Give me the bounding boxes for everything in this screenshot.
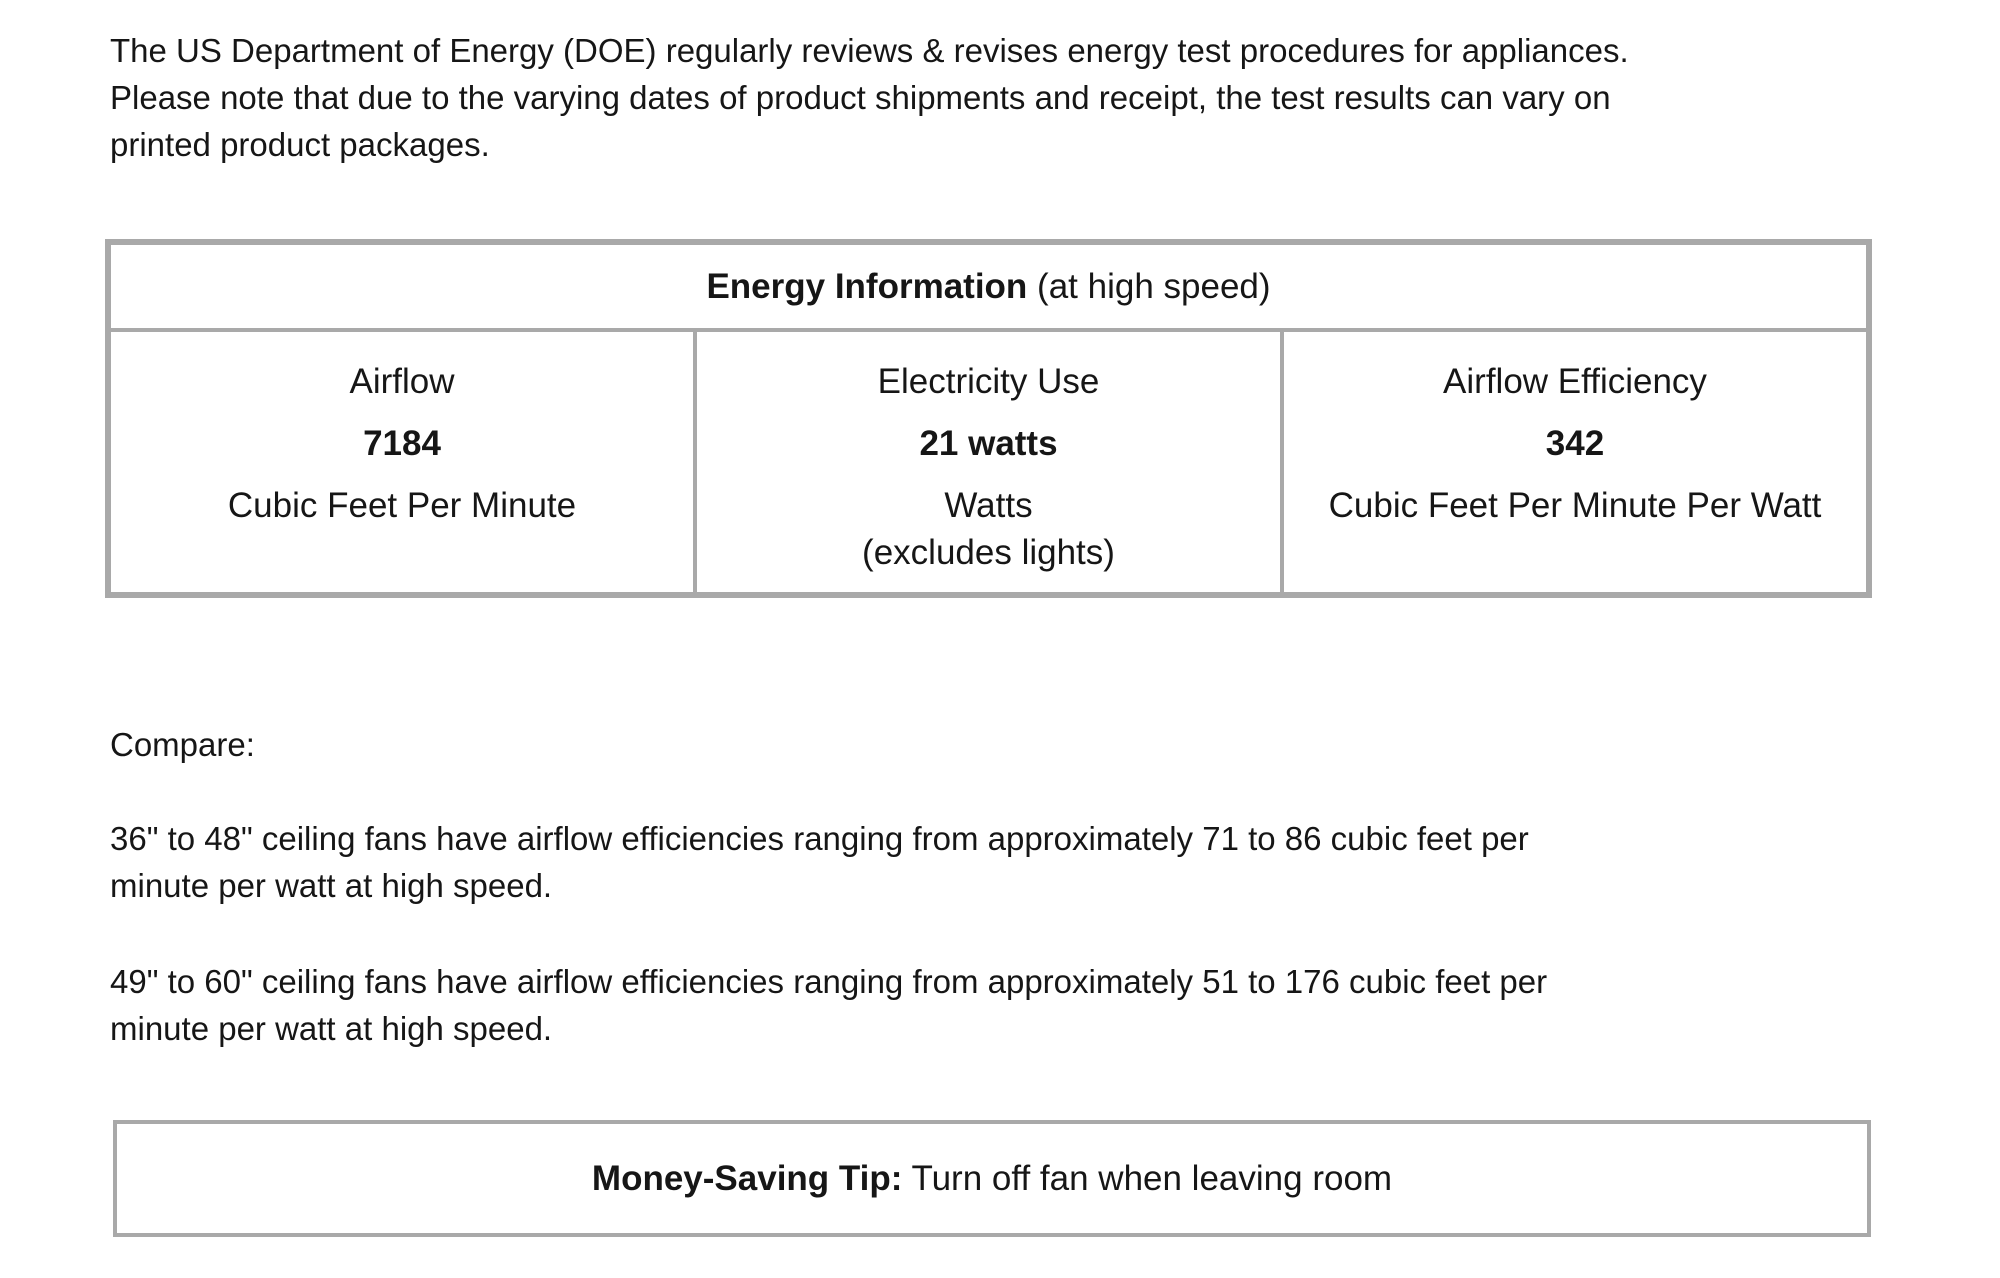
electricity-use-unit: Watts (excludes lights): [862, 486, 1115, 572]
compare-large-fans-paragraph: 49" to 60" ceiling fans have airflow eff…: [110, 963, 1548, 1047]
money-saving-tip-message: Turn off fan when leaving room: [902, 1158, 1393, 1198]
airflow-label: Airflow: [349, 362, 455, 401]
table-metrics-row: Airflow 7184 Cubic Feet Per Minute Elect…: [106, 328, 1871, 597]
airflow-unit: Cubic Feet Per Minute: [227, 486, 577, 525]
compare-small-fans-paragraph: 36" to 48" ceiling fans have airflow eff…: [110, 820, 1529, 904]
electricity-use-label: Electricity Use: [877, 362, 1100, 401]
electricity-use-value: 21 watts: [919, 424, 1058, 463]
compare-heading: Compare:: [110, 726, 255, 763]
airflow-efficiency-unit: Cubic Feet Per Minute Per Watt: [1328, 486, 1822, 525]
compare-large-fans-section: 49" to 60" ceiling fans have airflow eff…: [110, 911, 1870, 1099]
airflow-efficiency-label: Airflow Efficiency: [1443, 362, 1707, 401]
airflow-efficiency-cell: Airflow Efficiency 342 Cubic Feet Per Mi…: [1280, 328, 1871, 597]
airflow-cell: Airflow 7184 Cubic Feet Per Minute: [106, 328, 697, 597]
airflow-efficiency-value: 342: [1545, 424, 1605, 463]
table-title-row: Energy Information (at high speed): [106, 240, 1871, 332]
airflow-value: 7184: [363, 424, 441, 463]
energy-information-title: Energy Information: [706, 266, 1028, 306]
money-saving-tip-label: Money-Saving Tip:: [591, 1158, 903, 1198]
doe-notice-paragraph: The US Department of Energy (DOE) regula…: [110, 32, 1629, 163]
energy-information-table: Energy Information (at high speed) Airfl…: [105, 239, 1872, 598]
energy-information-subtitle: (at high speed): [1027, 266, 1271, 306]
money-saving-tip-text: Money-Saving Tip: Turn off fan when leav…: [592, 1159, 1392, 1199]
table-title-cell: Energy Information (at high speed): [106, 240, 1871, 332]
money-saving-tip-box: Money-Saving Tip: Turn off fan when leav…: [113, 1120, 1871, 1237]
compare-section: Compare: 36" to 48" ceiling fans have ai…: [110, 674, 1870, 956]
electricity-use-cell: Electricity Use 21 watts Watts (excludes…: [693, 328, 1284, 597]
